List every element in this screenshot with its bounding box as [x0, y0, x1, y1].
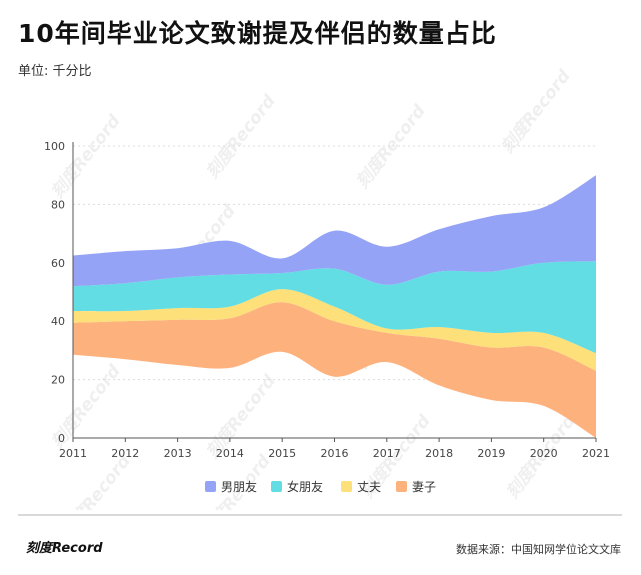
x-tick-label: 2013 — [164, 447, 192, 460]
x-tick-label: 2012 — [111, 447, 139, 460]
area-妻子 — [73, 302, 596, 438]
area-女朋友 — [73, 261, 596, 354]
chart-title: 10年间毕业论文致谢提及伴侣的数量占比 — [18, 19, 497, 48]
legend-label: 妻子 — [412, 480, 436, 494]
legend-swatch — [341, 481, 352, 492]
axes: 0 20 40 60 80 100 2011 2012 2013 2014 2015 2016 2017… — [44, 140, 610, 460]
watermark-text: 刻度Record — [497, 66, 575, 158]
legend-swatch — [396, 481, 407, 492]
watermark-text: 刻度Record — [47, 111, 125, 203]
data-source: 数据来源：中国知网学位论文文库 — [456, 543, 621, 556]
legend-label: 男朋友 — [221, 480, 257, 494]
stacked-area-chart: 刻度Record 刻度Record 刻度Record 刻度Record刻度Record… — [44, 66, 610, 510]
watermark-text: 刻度Record — [202, 91, 280, 183]
y-tick-label: 60 — [51, 257, 65, 270]
x-tick-label: 2014 — [216, 447, 244, 460]
footer-divider — [18, 514, 622, 516]
y-tick-label: 0 — [58, 432, 65, 445]
x-tick-label: 2017 — [373, 447, 401, 460]
x-tick-label: 2018 — [425, 447, 453, 460]
watermark-text: 刻度Record — [352, 101, 430, 193]
legend-swatch — [271, 481, 282, 492]
x-tick-label: 2020 — [530, 447, 558, 460]
legend-label: 丈夫 — [357, 480, 381, 494]
area-series — [73, 175, 596, 438]
x-tick-label: 2016 — [321, 447, 349, 460]
y-tick-label: 80 — [51, 198, 65, 211]
y-tick-label: 100 — [44, 140, 65, 153]
legend: 男朋友 女朋友 丈夫 妻子 — [205, 479, 436, 494]
legend-label: 女朋友 — [287, 479, 323, 494]
area-丈夫 — [73, 289, 596, 371]
x-tick-label: 2015 — [268, 447, 296, 460]
legend-swatch — [205, 481, 216, 492]
y-tick-label: 20 — [51, 374, 65, 387]
x-tick-label: 2011 — [59, 447, 87, 460]
x-tick-label: 2019 — [477, 447, 505, 460]
y-tick-label: 40 — [51, 315, 65, 328]
footer-logo: 刻度Record — [26, 541, 103, 556]
x-tick-label: 2021 — [582, 447, 610, 460]
area-男朋友 — [73, 175, 596, 287]
unit-label: 单位: 千分比 — [18, 64, 92, 79]
